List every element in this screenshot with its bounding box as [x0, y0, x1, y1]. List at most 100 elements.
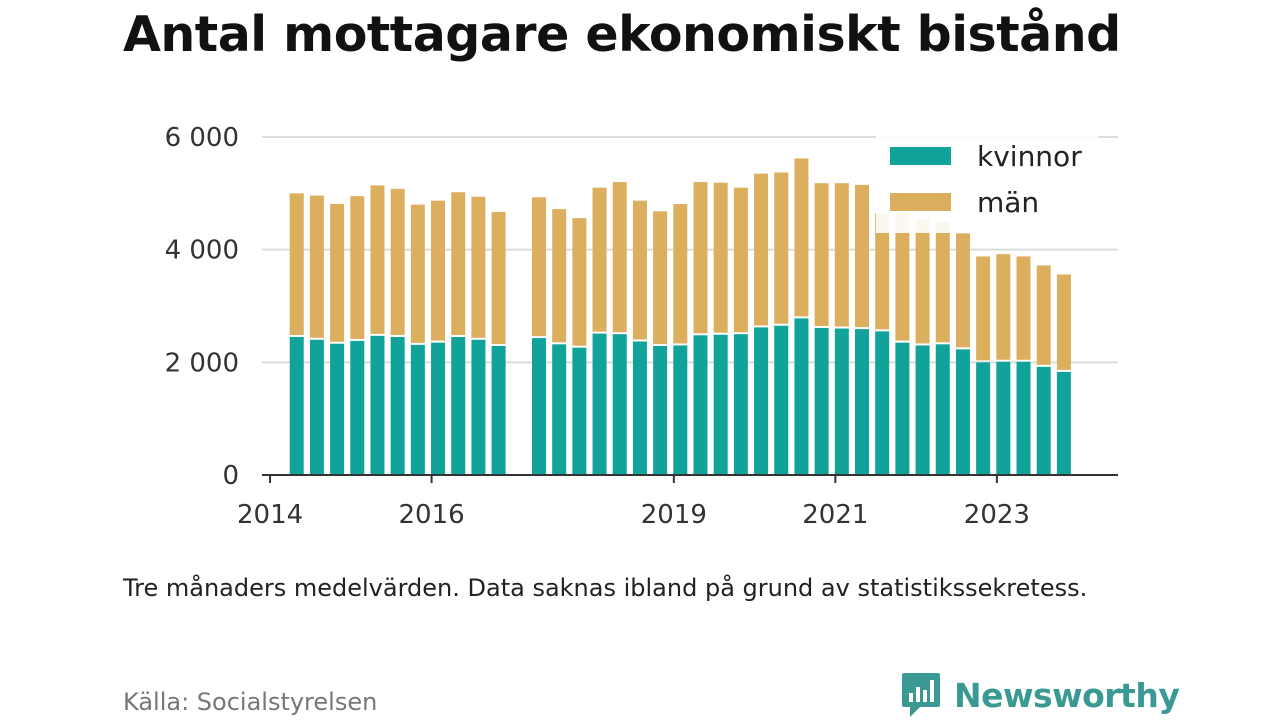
legend-swatch-man [890, 193, 951, 211]
bar-kvinnor [794, 318, 809, 475]
bar-man [632, 200, 647, 340]
bar-man [350, 196, 365, 339]
x-tick-label: 2016 [398, 500, 464, 530]
bar-kvinnor [1016, 361, 1031, 475]
y-tick-label: 6 000 [165, 123, 239, 153]
bars [289, 158, 1071, 475]
bar-man [531, 197, 546, 337]
bar-man [915, 218, 930, 344]
bar-man [451, 192, 466, 335]
bar-kvinnor [531, 338, 546, 475]
bar-kvinnor [976, 362, 991, 475]
bar-man [814, 183, 829, 326]
legend-label-man: män [977, 186, 1039, 219]
bar-man [390, 188, 405, 335]
x-tick-label: 2023 [964, 500, 1030, 530]
bar-kvinnor [350, 340, 365, 475]
y-tick-label: 2 000 [165, 348, 239, 378]
legend-label-kvinnor: kvinnor [977, 140, 1082, 173]
bar-kvinnor [370, 335, 385, 475]
bar-man [794, 158, 809, 317]
bar-kvinnor [552, 344, 567, 475]
bar-chart: 0 2 000 4 000 6 000 2014 2016 2019 2021 2023 kv… [165, 123, 1118, 530]
bar-kvinnor [592, 333, 607, 475]
bar-kvinnor [572, 347, 587, 475]
bar-man [572, 218, 587, 346]
x-tick-label: 2021 [802, 500, 868, 530]
y-axis-ticks: 0 2 000 4 000 6 000 [165, 123, 239, 491]
bar-man [713, 182, 728, 333]
bar-kvinnor [330, 343, 345, 475]
bar-man [855, 184, 870, 328]
brand-logo: Newsworthy [900, 670, 1180, 720]
bar-man [612, 182, 627, 333]
bar-kvinnor [410, 344, 425, 475]
bar-man [1056, 274, 1071, 370]
bar-man [875, 213, 890, 330]
x-tick-label: 2019 [641, 500, 707, 530]
bar-man [552, 209, 567, 343]
bar-man [431, 200, 446, 341]
bar-kvinnor [471, 339, 486, 475]
bar-kvinnor [713, 334, 728, 475]
bar-man [935, 221, 950, 343]
bar-man [491, 211, 506, 344]
source-credit: Källa: Socialstyrelsen [123, 688, 378, 716]
bar-man [996, 254, 1011, 360]
bar-kvinnor [733, 334, 748, 475]
bar-kvinnor [814, 327, 829, 475]
bar-kvinnor [431, 342, 446, 475]
bar-kvinnor [774, 325, 789, 475]
bar-man [592, 187, 607, 332]
bar-man [774, 172, 789, 324]
bar-man [1036, 265, 1051, 365]
bar-kvinnor [632, 341, 647, 475]
bar-kvinnor [955, 349, 970, 475]
bar-kvinnor [612, 334, 627, 475]
bar-kvinnor [673, 345, 688, 475]
bar-kvinnor [309, 339, 324, 475]
bar-man [471, 196, 486, 338]
bar-kvinnor [653, 345, 668, 475]
bar-man [309, 195, 324, 338]
bar-man [834, 183, 849, 327]
legend: kvinnor män [876, 133, 1098, 233]
bar-kvinnor [693, 335, 708, 475]
bar-man [1016, 256, 1031, 360]
bar-kvinnor [491, 345, 506, 475]
x-tick-label: 2014 [237, 500, 303, 530]
bar-man [330, 204, 345, 342]
bar-kvinnor [754, 327, 769, 475]
bar-kvinnor [996, 361, 1011, 475]
bar-kvinnor [875, 331, 890, 475]
y-tick-label: 0 [222, 461, 239, 491]
bar-man [754, 173, 769, 326]
bar-man [653, 211, 668, 344]
bar-man [976, 256, 991, 361]
bar-man [673, 204, 688, 344]
bar-kvinnor [935, 344, 950, 475]
bar-kvinnor [855, 329, 870, 475]
bar-kvinnor [834, 328, 849, 475]
bar-kvinnor [895, 342, 910, 475]
bar-man [693, 182, 708, 334]
bar-man [733, 187, 748, 333]
bar-man [895, 213, 910, 341]
x-axis-ticks: 2014 2016 2019 2021 2023 [237, 475, 1030, 530]
bar-man [410, 204, 425, 343]
chart-title: Antal mottagare ekonomiskt bistånd [123, 6, 1121, 63]
bar-kvinnor [1036, 366, 1051, 475]
bar-man [370, 185, 385, 334]
bar-kvinnor [390, 336, 405, 475]
y-tick-label: 4 000 [165, 236, 239, 266]
bar-kvinnor [289, 336, 304, 475]
bar-kvinnor [915, 345, 930, 475]
bar-kvinnor [1056, 371, 1071, 475]
chart-note: Tre månaders medelvärden. Data saknas ib… [123, 574, 1088, 602]
bar-man [289, 193, 304, 335]
brand-name: Newsworthy [954, 675, 1180, 715]
legend-swatch-kvinnor [890, 147, 951, 165]
newsworthy-logo-icon [902, 673, 940, 717]
bar-man [955, 233, 970, 348]
bar-kvinnor [451, 336, 466, 475]
